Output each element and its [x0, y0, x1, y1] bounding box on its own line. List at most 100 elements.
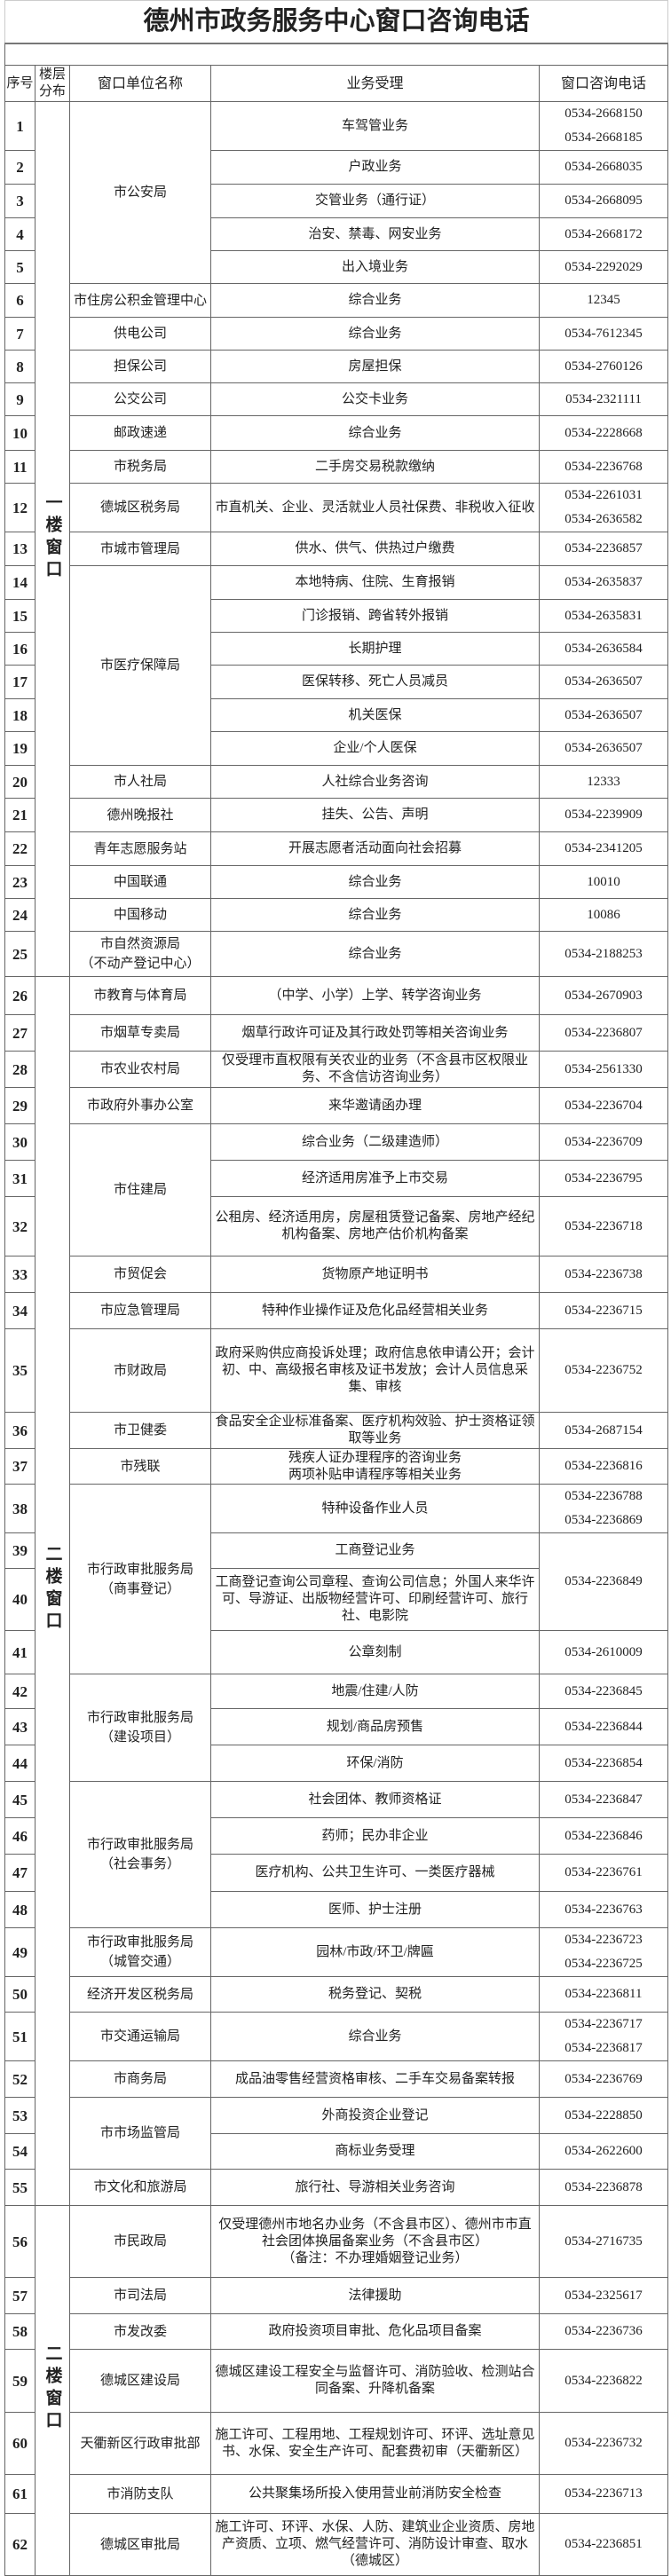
row-number: 17 — [4, 665, 36, 699]
row-number: 25 — [4, 931, 36, 977]
phone-number: 0534-2236752 — [538, 1328, 669, 1413]
row-number: 51 — [4, 2012, 36, 2061]
row-number: 5 — [4, 250, 36, 284]
row-number: 58 — [4, 2313, 36, 2350]
service-text: 税务登记、契税 — [210, 1976, 540, 2013]
table-row: 50 经济开发区税务局 税务登记、契税 0534-2236811 — [4, 1976, 669, 2013]
table-body: 1 一楼窗口 市公安局 车驾管业务 0534-2668150 0534-2668185 2… — [4, 101, 669, 2576]
phone-number: 0534-2668035 — [538, 150, 669, 185]
service-text: 环保/消防 — [210, 1745, 540, 1782]
service-text: 公共聚集场所投入使用营业前消防安全检查 — [210, 2474, 540, 2514]
table-row: 54 商标业务受理 0534-2622600 — [4, 2133, 669, 2170]
table-row: 37 市残联 残疾人证办理程序的咨询业务 两项补贴申请程序等相关业务 0534-223… — [4, 1448, 669, 1485]
unit-name: 市贸促会 — [69, 1256, 211, 1293]
unit-name: 市应急管理局 — [69, 1292, 211, 1329]
row-number: 29 — [4, 1087, 36, 1124]
service-text: 车驾管业务 — [210, 101, 540, 151]
row-number: 12 — [4, 483, 36, 532]
phone-number: 0534-2236769 — [538, 2060, 669, 2098]
row-number: 36 — [4, 1412, 36, 1449]
row-number: 50 — [4, 1976, 36, 2013]
unit-name: 邮政速递 — [69, 415, 211, 451]
phone-number: 0534-2236811 — [538, 1976, 669, 2013]
row-number: 14 — [4, 565, 36, 600]
row-number: 30 — [4, 1123, 36, 1161]
service-text: 德城区建设工程安全与监督许可、消防验收、检测站合同备案、升降机备案 — [210, 2349, 540, 2413]
row-number: 44 — [4, 1745, 36, 1782]
table-row: 61 市消防支队 公共聚集场所投入使用营业前消防安全检查 0534-2236713 — [4, 2474, 669, 2514]
phone-number: 0534-2236851 — [538, 2513, 669, 2576]
phone-number: 0534-2292029 — [538, 250, 669, 284]
row-number: 16 — [4, 632, 36, 666]
header-unit: 窗口单位名称 — [69, 65, 211, 102]
blank-row — [4, 43, 669, 66]
service-text: 社会团体、教师资格证 — [210, 1781, 540, 1818]
row-number: 9 — [4, 382, 36, 416]
unit-name: 德城区审批局 — [69, 2513, 211, 2576]
phone-number: 0534-2236849 — [538, 1532, 669, 1631]
service-text: 经济适用房准予上市交易 — [210, 1160, 540, 1197]
table-row: 44 环保/消防 0534-2236854 — [4, 1745, 669, 1782]
row-number: 8 — [4, 350, 36, 383]
phone-number: 0534-2760126 — [538, 350, 669, 383]
phone-number: 0534-2236761 — [538, 1854, 669, 1892]
service-text: 综合业务 — [210, 2012, 540, 2061]
table-row: 58 市发改委 政府投资项目审批、危化品项目备案 0534-2236736 — [4, 2313, 669, 2350]
service-text: 出入境业务 — [210, 250, 540, 284]
service-text: 医保转移、死亡人员减员 — [210, 665, 540, 699]
row-number: 37 — [4, 1448, 36, 1485]
unit-name: 市住房公积金管理中心 — [69, 283, 211, 318]
table-row: 20 市人社局 人社综合业务咨询 12333 — [4, 765, 669, 799]
phone-number: 0534-2236736 — [538, 2313, 669, 2350]
table-row: 30 市住建局 综合业务（二级建造师） 0534-2236709 — [4, 1123, 669, 1256]
unit-name: 市司法局 — [69, 2277, 211, 2314]
table-row: 23 中国联通 综合业务 10010 — [4, 865, 669, 899]
service-text: （中学、小学）上学、转学咨询业务 — [210, 976, 540, 1015]
table-row: 13 市城市管理局 供水、供气、供热过户缴费 0534-2236857 — [4, 532, 669, 566]
row-number: 28 — [4, 1051, 36, 1088]
phone-number: 0534-2236822 — [538, 2349, 669, 2413]
table-row: 5 出入境业务 0534-2292029 — [4, 250, 669, 284]
row-number: 20 — [4, 765, 36, 799]
table-row: 2 户政业务 0534-2668035 — [4, 150, 669, 185]
phone-number: 0534-2236768 — [538, 450, 669, 484]
phone-number: 0534-2236709 — [538, 1123, 669, 1161]
service-text: 企业/个人医保 — [210, 731, 540, 766]
service-text: 医师、护士注册 — [210, 1891, 540, 1928]
phone-number: 0534-2636507 — [538, 665, 669, 699]
table-row: 53 市市场监管局 外商投资企业登记 0534-2228850 — [4, 2097, 669, 2170]
service-text: 食品安全企业标准备案、医疗机构效验、护士资格证领取等业务 — [210, 1412, 540, 1449]
unit-name: 担保公司 — [69, 350, 211, 383]
unit-name: 市卫健委 — [69, 1412, 211, 1449]
table-row: 38 市行政审批服务局 （商事登记） 特种设备作业人员 0534-2236788 05… — [4, 1484, 669, 1674]
unit-name: 经济开发区税务局 — [69, 1976, 211, 2013]
table-row: 6 市住房公积金管理中心 综合业务 12345 — [4, 283, 669, 318]
phone-number: 0534-2236795 — [538, 1160, 669, 1197]
row-number: 41 — [4, 1630, 36, 1674]
service-text: 机关医保 — [210, 698, 540, 732]
unit-name: 市政府外事办公室 — [69, 1087, 211, 1124]
row-number: 21 — [4, 798, 36, 832]
unit-name: 市行政审批服务局 （建设项目） — [69, 1674, 211, 1782]
table-row: 57 市司法局 法律援助 0534-2325617 — [4, 2277, 669, 2314]
phone-number: 0534-2236704 — [538, 1087, 669, 1124]
unit-name: 市住建局 — [69, 1123, 211, 1256]
service-text: 公租房、经济适用房，房屋租赁登记备案、房地产经纪机构备案、房地产估价机构备案 — [210, 1196, 540, 1256]
row-number: 55 — [4, 2169, 36, 2206]
unit-name: 公交公司 — [69, 382, 211, 416]
unit-name: 市市场监管局 — [69, 2097, 211, 2170]
service-text: 交管业务（通行证） — [210, 184, 540, 218]
unit-name: 德州晚报社 — [69, 798, 211, 832]
table-row: 1 一楼窗口 市公安局 车驾管业务 0534-2668150 0534-2668185 — [4, 101, 669, 977]
service-text: 房屋担保 — [210, 350, 540, 383]
table-row: 7 供电公司 综合业务 0534-7612345 — [4, 317, 669, 351]
service-text: 供水、供气、供热过户缴费 — [210, 532, 540, 566]
row-number: 54 — [4, 2133, 36, 2170]
row-number: 24 — [4, 898, 36, 932]
phone-number: 0534-2236846 — [538, 1817, 669, 1855]
unit-name: 德城区税务局 — [69, 483, 211, 532]
phone-number: 0534-2321111 — [538, 382, 669, 416]
row-number: 26 — [4, 976, 36, 1015]
table-row: 46 药师；民办非企业 0534-2236846 — [4, 1817, 669, 1855]
phone-number: 0534-2236713 — [538, 2474, 669, 2514]
